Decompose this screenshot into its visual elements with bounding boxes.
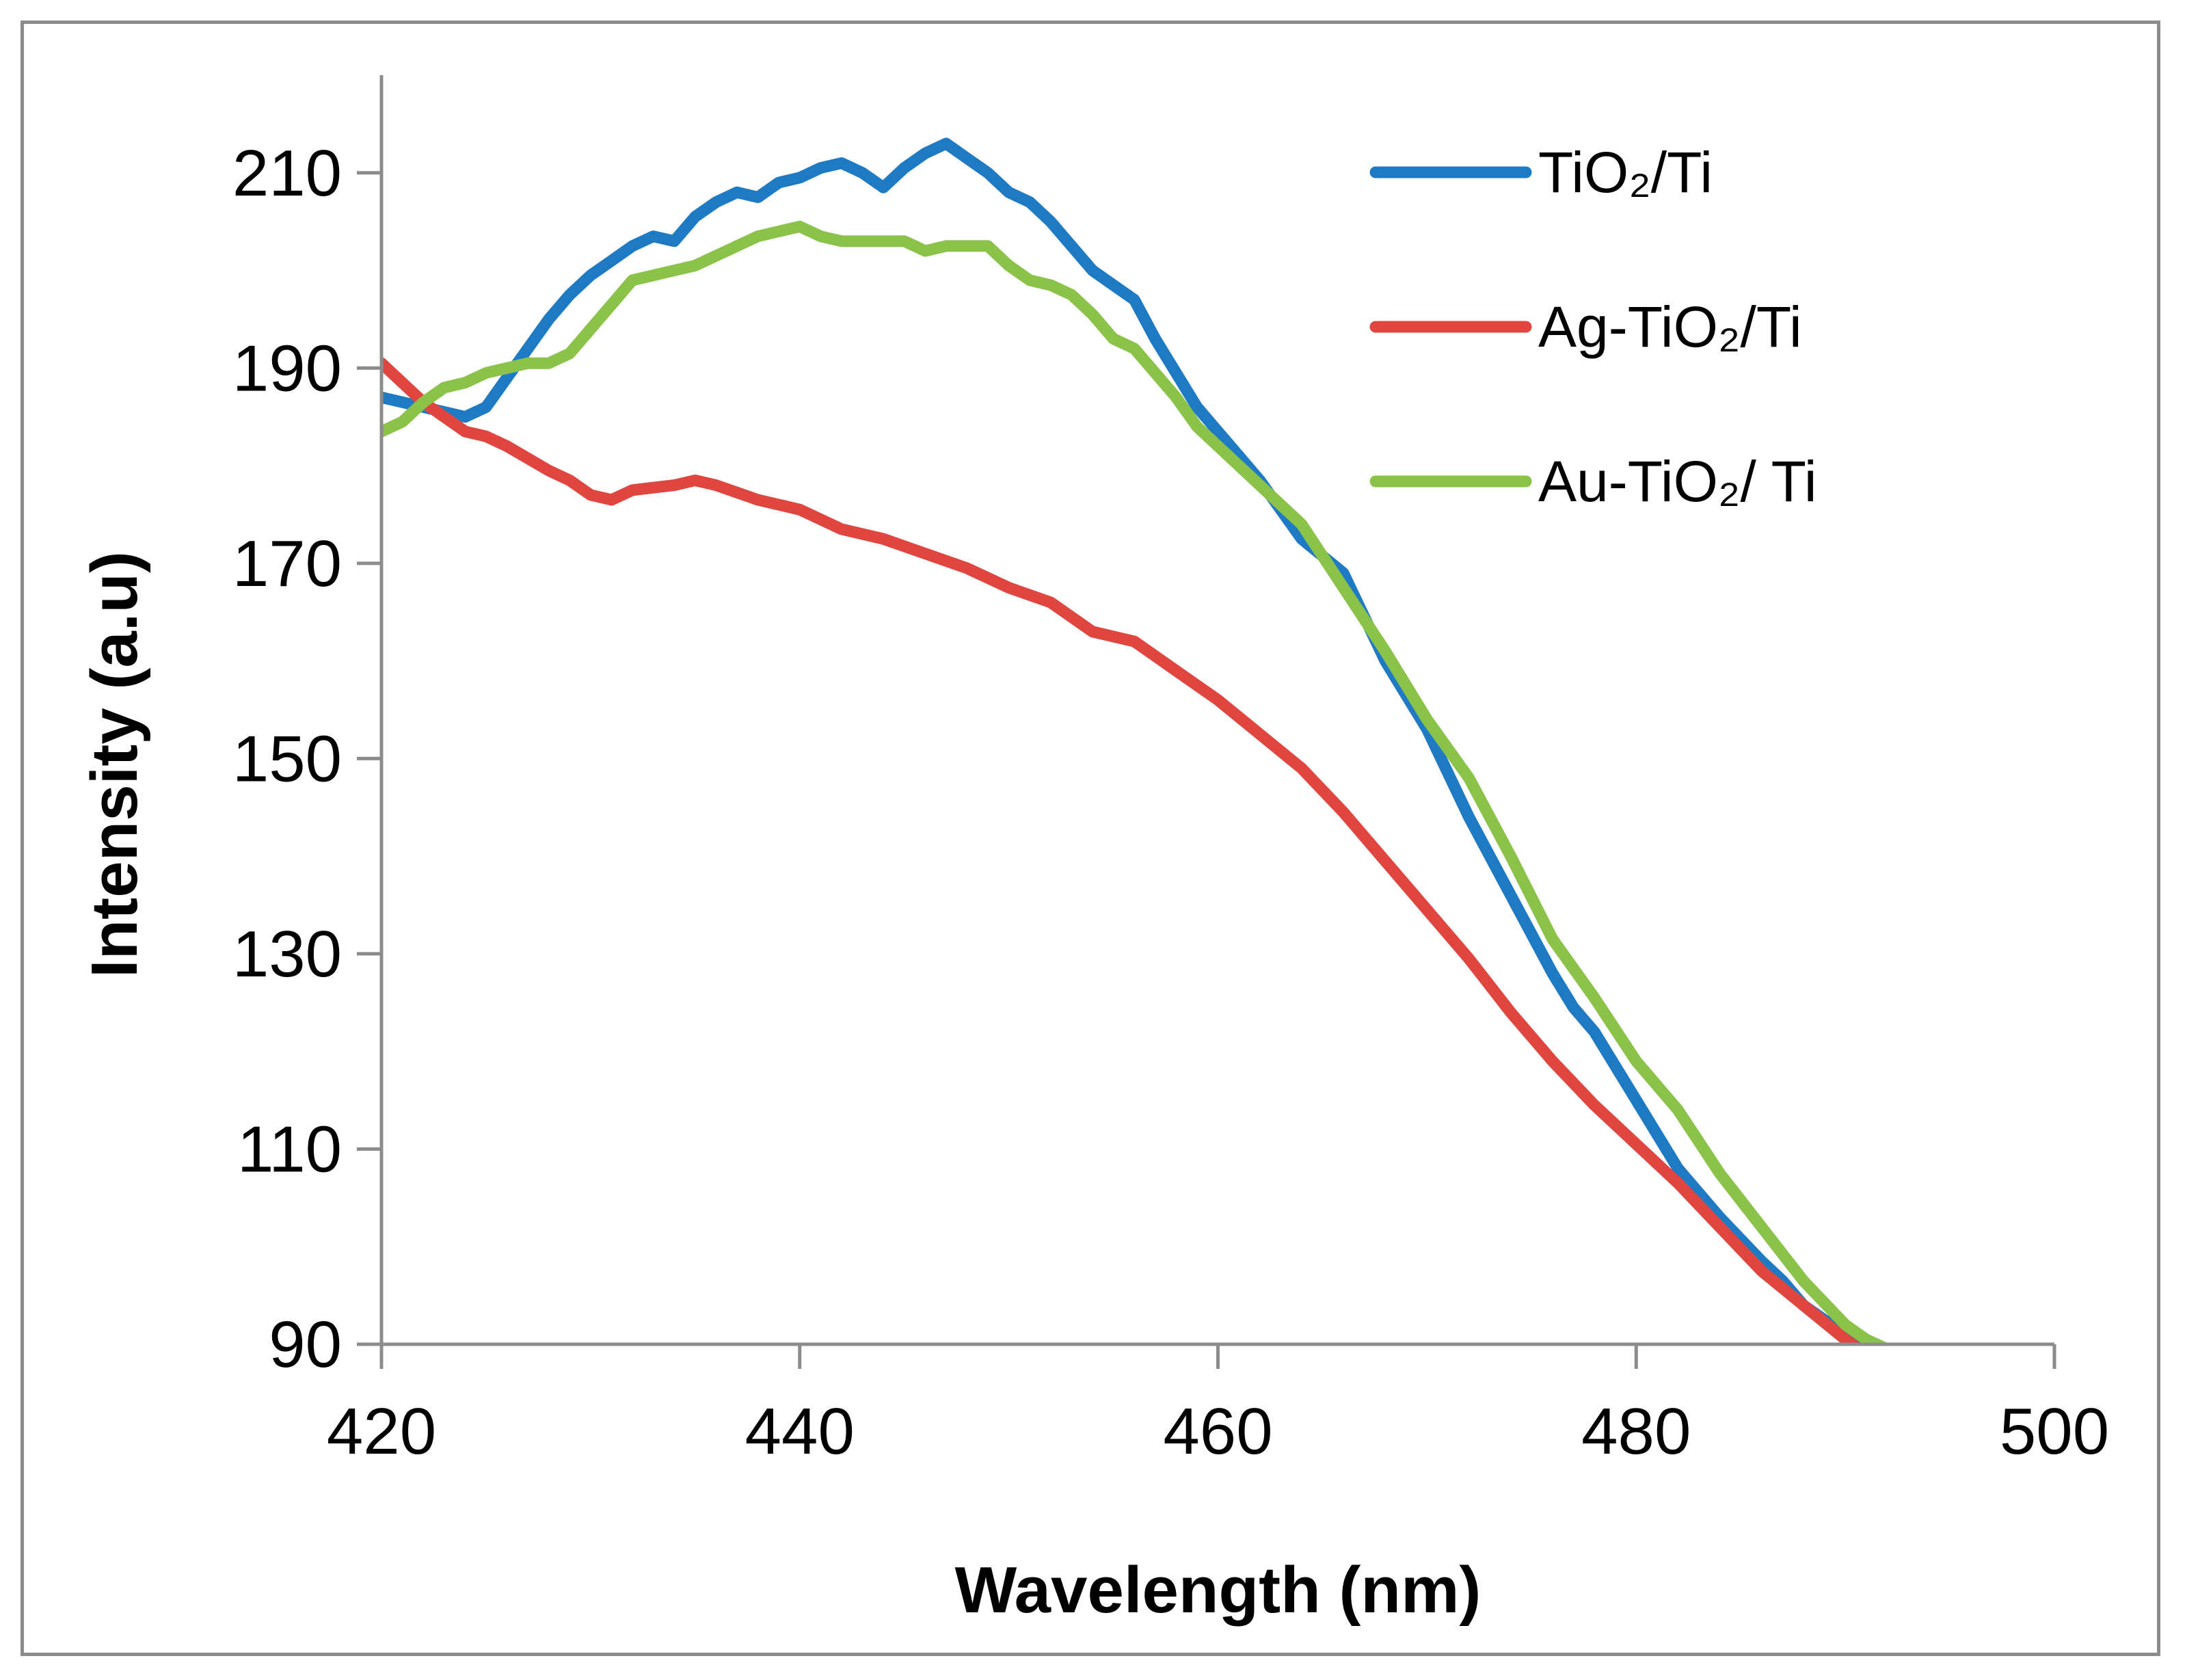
- plot-lines: [381, 137, 1890, 1344]
- y-axis-ticks: 90 110 130 150 170 190 210: [232, 137, 381, 1381]
- x-tick-label: 500: [2000, 1395, 2109, 1468]
- x-tick-label: 460: [1163, 1395, 1272, 1468]
- axes: [379, 75, 2054, 1346]
- series-line-3: [381, 220, 1890, 1344]
- legend: TiO₂/Ti Ag-TiO₂/Ti Au-TiO₂/ Ti: [1369, 140, 1817, 514]
- x-axis-title: Wavelength (nm): [955, 1554, 1482, 1627]
- y-tick-label: 110: [237, 1112, 342, 1186]
- y-tick-label: 190: [232, 332, 342, 405]
- legend-label-1: TiO₂/Ti: [1538, 140, 1713, 204]
- y-tick-label: 150: [232, 722, 342, 795]
- series-line-2: [381, 357, 1863, 1344]
- y-tick-label: 210: [232, 137, 342, 210]
- x-tick-label: 440: [745, 1395, 855, 1468]
- y-tick-label: 170: [232, 527, 342, 600]
- y-axis-title: Intensity (a.u): [78, 551, 151, 978]
- series-line-1: [381, 137, 1870, 1344]
- x-tick-label: 420: [327, 1395, 436, 1468]
- chart-frame: [21, 21, 2160, 1656]
- x-tick-label: 480: [1581, 1395, 1691, 1468]
- y-tick-label: 130: [232, 918, 342, 991]
- legend-label-3: Au-TiO₂/ Ti: [1538, 449, 1817, 514]
- x-axis-ticks: 420 440 460 480 500: [327, 1344, 2109, 1468]
- y-tick-label: 90: [269, 1308, 342, 1381]
- legend-label-2: Ag-TiO₂/Ti: [1538, 295, 1802, 359]
